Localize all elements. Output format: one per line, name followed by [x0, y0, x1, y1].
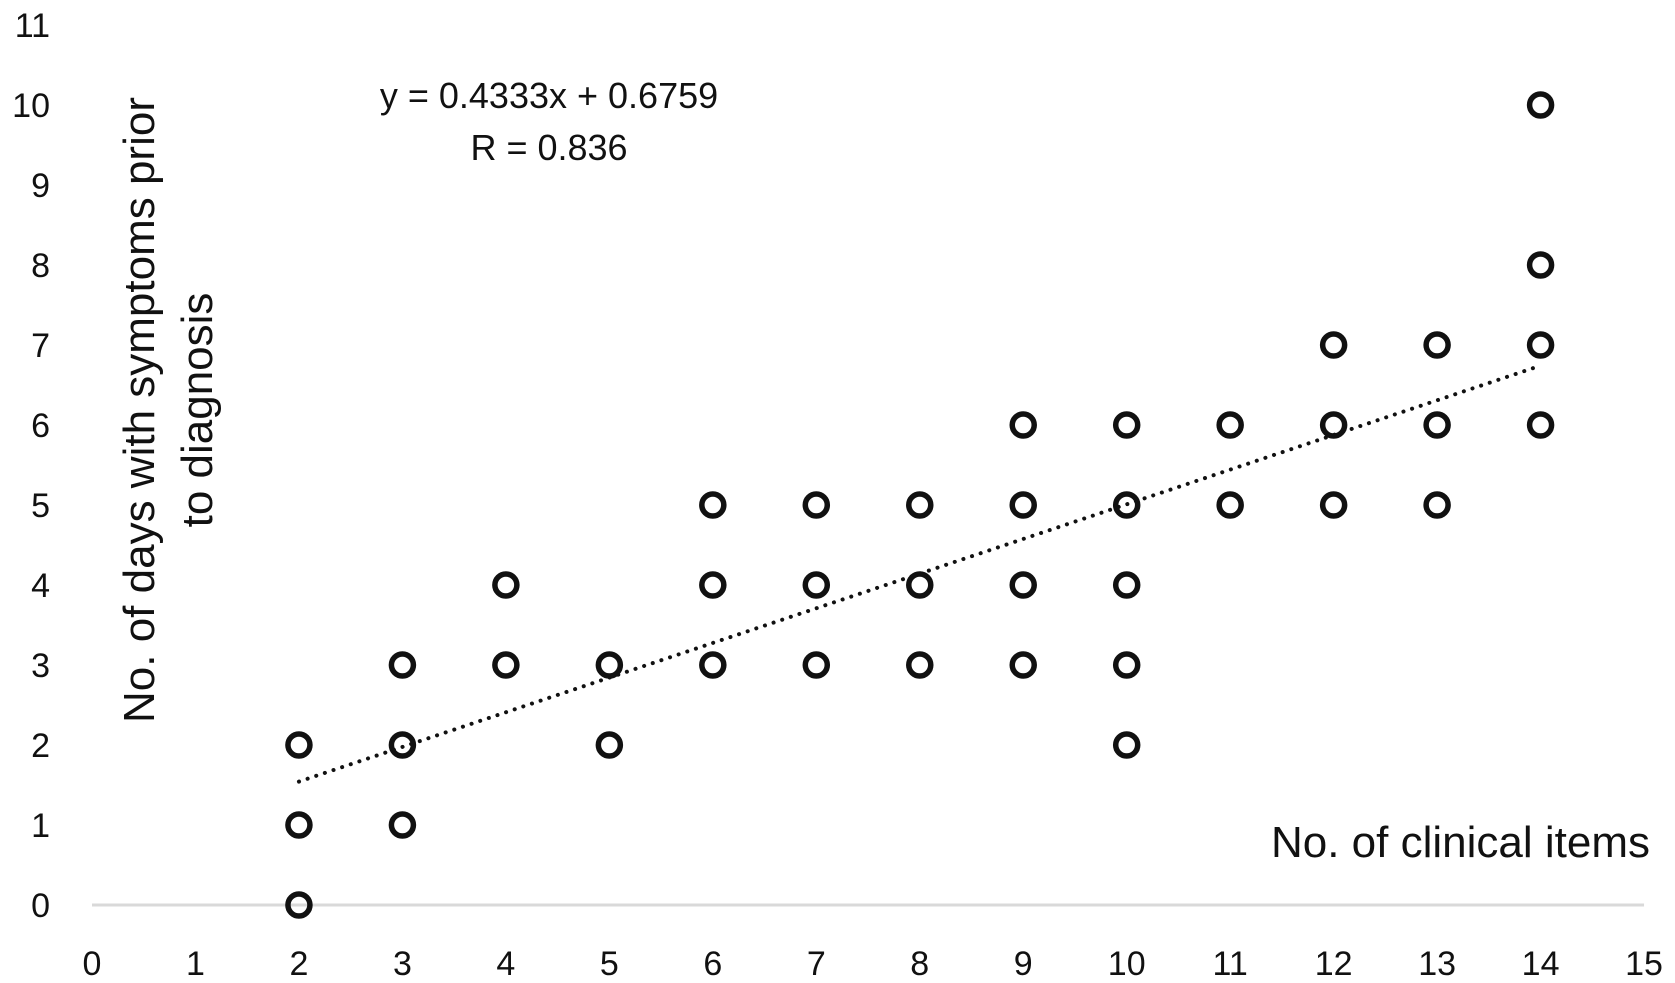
trendline-r-value: R = 0.836	[470, 127, 627, 168]
data-point	[906, 571, 934, 599]
y-tick-label: 5	[31, 487, 50, 525]
data-point	[1112, 491, 1141, 519]
data-point	[1526, 331, 1555, 359]
x-axis-title: No. of clinical items	[1271, 818, 1650, 867]
data-point	[699, 491, 727, 519]
data-point	[1423, 491, 1451, 519]
data-point	[699, 571, 727, 599]
data-point	[1216, 491, 1244, 519]
data-point	[906, 651, 934, 679]
y-tick-label: 10	[12, 87, 50, 125]
x-tick-label: 2	[289, 945, 308, 983]
data-point	[1112, 411, 1141, 439]
x-tick-label: 15	[1625, 945, 1663, 983]
data-point	[285, 811, 313, 839]
data-point	[492, 571, 520, 599]
y-tick-label: 4	[31, 567, 50, 605]
x-tick-label: 5	[600, 945, 619, 983]
y-tick-label: 7	[31, 327, 50, 365]
y-axis-title-line-2: to diagnosis	[173, 293, 222, 528]
data-point	[906, 491, 934, 519]
x-tick-label: 12	[1315, 945, 1353, 983]
x-tick-label: 1	[186, 945, 205, 983]
data-point	[388, 651, 417, 679]
y-tick-label: 2	[31, 727, 50, 765]
x-tick-label: 6	[703, 945, 722, 983]
y-tick-label: 1	[31, 807, 50, 845]
data-point	[699, 651, 727, 679]
data-point	[1009, 651, 1037, 679]
data-point	[1112, 731, 1141, 759]
data-point	[1009, 571, 1037, 599]
data-point	[1526, 91, 1555, 119]
y-tick-label: 8	[31, 247, 50, 285]
data-point	[285, 891, 313, 919]
y-tick-label: 6	[31, 407, 50, 445]
trendline-equation: y = 0.4333x + 0.6759	[380, 75, 718, 116]
data-point	[388, 811, 417, 839]
data-point	[595, 731, 624, 759]
x-tick-label: 3	[393, 945, 412, 983]
x-tick-label: 9	[1014, 945, 1033, 983]
data-point	[1216, 411, 1244, 439]
data-point	[285, 731, 313, 759]
x-tick-label: 8	[910, 945, 929, 983]
y-tick-label: 0	[31, 887, 50, 925]
y-tick-label: 3	[31, 647, 50, 685]
x-tick-label: 14	[1522, 945, 1560, 983]
data-point	[802, 651, 831, 679]
data-point	[1112, 571, 1141, 599]
data-point	[1526, 411, 1555, 439]
data-point	[802, 491, 831, 519]
data-point	[1526, 251, 1555, 279]
x-tick-label: 11	[1213, 945, 1248, 983]
data-point	[1423, 411, 1451, 439]
data-point	[1112, 651, 1141, 679]
data-point	[1319, 491, 1348, 519]
data-point	[595, 651, 624, 679]
data-point	[388, 731, 417, 759]
data-point	[1009, 411, 1037, 439]
x-tick-label: 7	[807, 945, 826, 983]
data-point	[802, 571, 831, 599]
data-point	[492, 651, 520, 679]
x-tick-label: 13	[1418, 945, 1456, 983]
x-tick-label: 0	[83, 945, 102, 983]
data-points	[285, 91, 1555, 919]
x-tick-label: 10	[1108, 945, 1146, 983]
y-axis-title-line-1: No. of days with symptoms prior	[115, 97, 164, 723]
y-tick-label: 11	[15, 7, 50, 45]
data-point	[1319, 411, 1348, 439]
y-tick-label: 9	[31, 167, 50, 205]
data-point	[1319, 331, 1348, 359]
data-point	[1423, 331, 1451, 359]
data-point	[1009, 491, 1037, 519]
x-tick-label: 4	[496, 945, 515, 983]
